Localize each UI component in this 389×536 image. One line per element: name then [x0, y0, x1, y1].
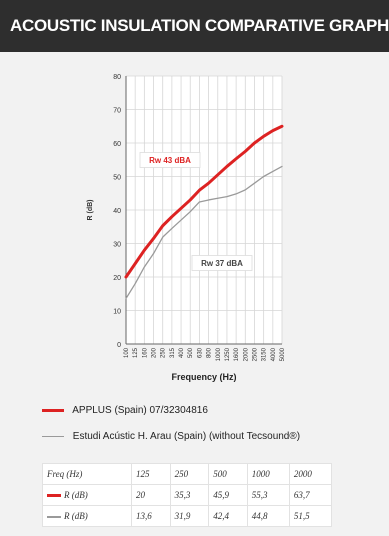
y-tick-label: 60	[113, 141, 121, 148]
table-row-label: R (dB)	[42, 484, 132, 506]
y-tick-label: 80	[113, 74, 121, 81]
x-tick-label: 1000	[216, 347, 222, 361]
table-cell: 35,3	[169, 484, 210, 506]
x-tick-label: 2500	[252, 347, 258, 361]
x-tick-label: 2000	[243, 347, 249, 361]
y-tick-label: 70	[113, 108, 121, 115]
x-tick-label: 125	[133, 347, 139, 358]
y-tick-label: 10	[113, 309, 121, 316]
y-tick-label: 40	[113, 208, 121, 215]
x-tick-label: 630	[197, 347, 203, 358]
table-cell: 31,9	[169, 505, 210, 527]
x-tick-label: 400	[179, 347, 185, 358]
y-tick-label: 0	[117, 342, 121, 349]
legend-label-applus: APPLUS (Spain) 07/32304816	[72, 405, 208, 416]
table-cell: 45,9	[208, 484, 248, 506]
table-freq: 2000	[288, 463, 333, 485]
legend-label-arau: Estudi Acústic H. Arau (Spain) (without …	[72, 431, 301, 442]
x-tick-label: 1250	[225, 347, 231, 361]
table-row: R (dB) 13,6 31,9 42,4 44,8 51,5	[42, 505, 333, 527]
x-tick-label: 500	[188, 347, 194, 358]
table-row: R (dB) 20 35,3 45,9 55,3 63,7	[42, 484, 333, 506]
table-row: Freq (Hz) 125 250 500 1000 2000	[42, 463, 333, 485]
y-axis-title: R (dB)	[87, 200, 94, 221]
legend-item-arau: Estudi Acústic H. Arau (Spain) (without …	[42, 431, 300, 442]
x-tick-label: 3150	[262, 347, 268, 361]
x-tick-label: 1600	[234, 347, 240, 361]
x-tick-label: 5000	[280, 347, 286, 361]
page-title: ACOUSTIC INSULATION COMPARATIVE GRAPH	[0, 0, 389, 52]
annotation-rw-applus: Rw 43 dBA	[149, 156, 191, 165]
x-tick-label: 4000	[271, 347, 277, 361]
x-tick-label: 250	[161, 347, 167, 358]
annotation-rw-arau: Rw 37 dBA	[201, 259, 243, 268]
data-table: Freq (Hz) 125 250 500 1000 2000 R (dB) 2…	[42, 463, 333, 527]
legend-swatch-gray	[42, 435, 64, 438]
table-freq: 1000	[246, 463, 290, 485]
y-tick-label: 50	[113, 175, 121, 182]
table-cell: 44,8	[246, 505, 290, 527]
table-cell: 13,6	[131, 505, 171, 527]
legend-swatch-red	[42, 408, 64, 412]
x-axis-title: Frequency (Hz)	[171, 372, 236, 382]
table-cell: 42,4	[208, 505, 248, 527]
table-freq: 250	[169, 463, 210, 485]
table-freq: 125	[131, 463, 171, 485]
table-cell: 55,3	[246, 484, 290, 506]
x-tick-label: 100	[124, 347, 130, 358]
x-tick-label: 200	[152, 347, 158, 358]
y-tick-label: 20	[113, 275, 121, 282]
table-cell: 63,7	[288, 484, 333, 506]
x-tick-label: 160	[142, 347, 148, 358]
legend-item-applus: APPLUS (Spain) 07/32304816	[42, 405, 208, 416]
table-freq: 500	[208, 463, 248, 485]
x-tick-label: 800	[207, 347, 213, 358]
annotation-rw-applus-box	[139, 152, 201, 168]
table-cell: 20	[131, 484, 171, 506]
annotation-rw-arau-box	[191, 255, 253, 271]
table-swatch-red	[47, 494, 61, 498]
table-header-label: Freq (Hz)	[42, 463, 132, 485]
x-tick-label: 315	[170, 347, 176, 358]
table-cell: 51,5	[288, 505, 333, 527]
series-line-applus	[124, 124, 284, 279]
table-row-label: R (dB)	[42, 505, 132, 527]
table-swatch-gray	[47, 516, 61, 518]
y-tick-label: 30	[113, 242, 121, 249]
series-line-arau	[125, 165, 283, 300]
